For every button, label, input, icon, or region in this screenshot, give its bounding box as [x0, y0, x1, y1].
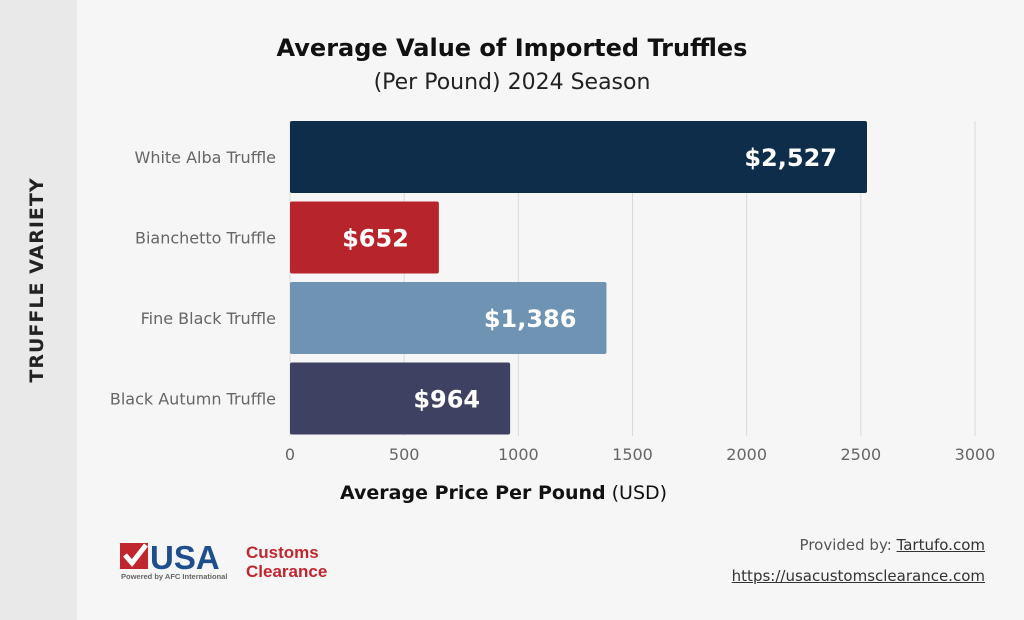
category-label: Fine Black Truffle — [141, 309, 276, 328]
svg-text:Customs: Customs — [246, 543, 319, 562]
data-label: $652 — [342, 225, 409, 253]
x-tick-label: 0 — [285, 445, 295, 464]
usa-customs-clearance-logo: USA Customs Clearance Powered by AFC Int… — [120, 541, 360, 581]
x-tick-label: 500 — [389, 445, 420, 464]
provided-by-label: Provided by: — [799, 536, 897, 554]
x-axis-label-unit: (USD) — [611, 482, 668, 504]
svg-text:Clearance: Clearance — [246, 562, 327, 581]
x-axis-label-main: Average Price Per Pound — [340, 482, 606, 504]
provided-by: Provided by: Tartufo.com — [800, 536, 985, 554]
bar — [290, 121, 867, 193]
x-tick-label: 2000 — [726, 445, 767, 464]
data-label: $1,386 — [484, 305, 577, 333]
source-url: https://usacustomsclearance.com — [732, 567, 985, 585]
bar — [290, 201, 439, 274]
bar — [290, 282, 607, 354]
x-tick-label: 2500 — [840, 445, 881, 464]
x-tick-label: 1000 — [498, 445, 539, 464]
usacustomsclearance-link[interactable]: https://usacustomsclearance.com — [731, 567, 985, 585]
category-label: Black Autumn Truffle — [110, 390, 276, 409]
chart-title: Average Value of Imported Truffles — [0, 34, 1024, 62]
chart-subtitle: (Per Pound) 2024 Season — [373, 70, 651, 95]
chart-title-text: Average Value of Imported Truffles — [276, 34, 748, 62]
tartufo-link[interactable]: Tartufo.com — [896, 536, 985, 554]
data-label: $2,527 — [744, 144, 837, 172]
svg-text:USA: USA — [150, 541, 220, 576]
x-tick-label: 3000 — [955, 445, 996, 464]
bar — [290, 362, 511, 435]
category-label: White Alba Truffle — [135, 148, 277, 167]
svg-text:Powered by AFC International: Powered by AFC International — [121, 572, 227, 581]
category-label: Bianchetto Truffle — [135, 229, 276, 248]
side-strip — [0, 0, 77, 620]
x-axis-label: Average Price Per Pound (USD) — [340, 482, 667, 504]
data-label: $964 — [413, 386, 480, 414]
x-tick-label: 1500 — [612, 445, 653, 464]
